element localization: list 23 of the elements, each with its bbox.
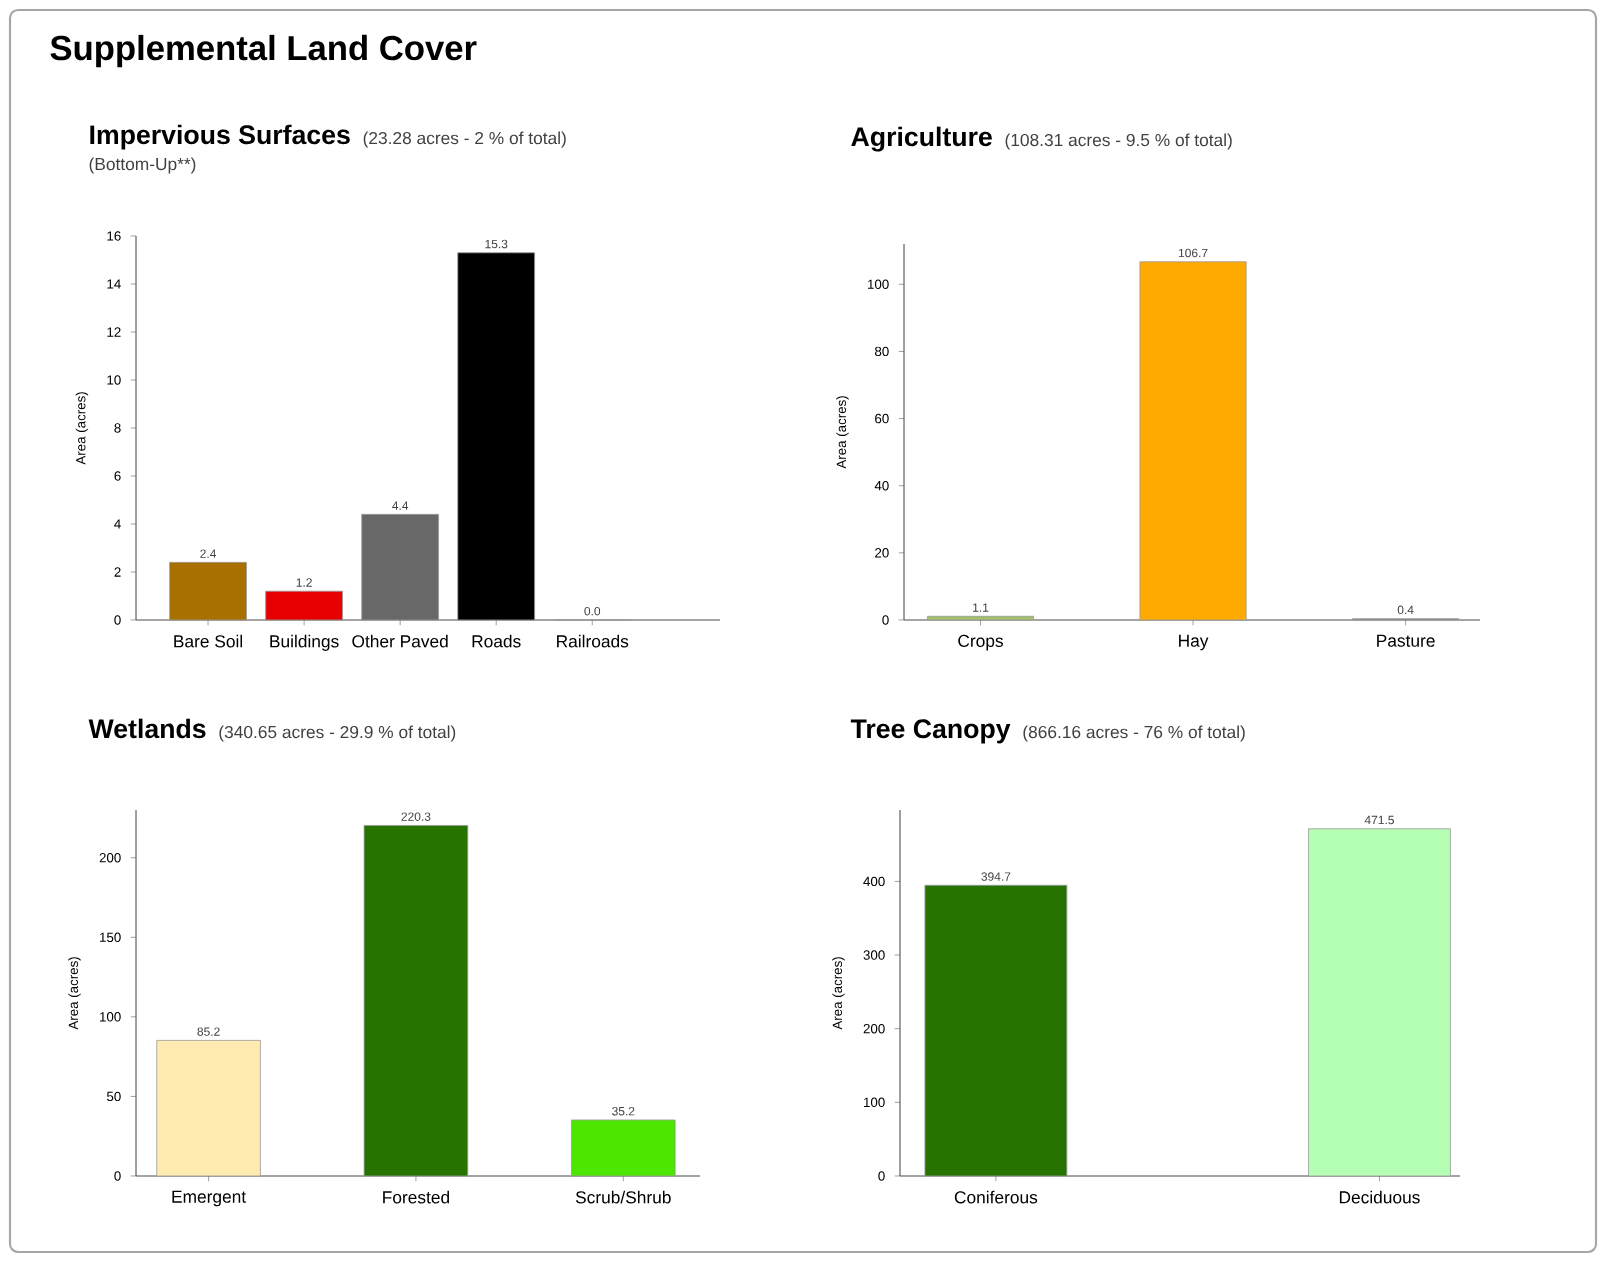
x-tick-label: Emergent: [172, 1190, 247, 1207]
chart-title: Impervious Surfaces: [90, 124, 350, 150]
chart-title: Wetlands: [88, 718, 206, 739]
x-tick-label: Hay: [1179, 634, 1209, 651]
x-tick-label: Roads: [472, 634, 521, 648]
x-tick-label: Forested: [383, 1190, 450, 1204]
chart-subtitle: (866.16 acres - 76 % of total): [1023, 725, 1245, 742]
x-tick-label: Other Paved: [352, 634, 448, 648]
text: (Bottom-Up**): [89, 157, 196, 174]
x-tick-label: Bare Soil: [174, 634, 243, 648]
x-tick-label: Crops: [958, 634, 1003, 651]
x-tick-label: Coniferous: [954, 1190, 1038, 1204]
x-tick-label: Railroads: [557, 634, 629, 648]
chart-title: Agriculture: [851, 126, 992, 152]
text: Supplemental Land Cover: [50, 34, 477, 68]
chart-subtitle: (108.31 acres - 9.5 % of total): [1005, 133, 1232, 150]
chart-title: Tree Canopy: [850, 719, 1011, 744]
x-tick-label: Scrub/Shrub: [575, 1190, 671, 1204]
x-tick-label: Buildings: [270, 634, 339, 651]
chart-subtitle: (340.65 acres - 29.9 % of total): [219, 725, 456, 742]
chart-subtitle: (23.28 acres - 2 % of total): [363, 131, 566, 148]
x-tick-label: Pasture: [1377, 634, 1435, 647]
x-tick-label: Deciduous: [1339, 1190, 1420, 1204]
